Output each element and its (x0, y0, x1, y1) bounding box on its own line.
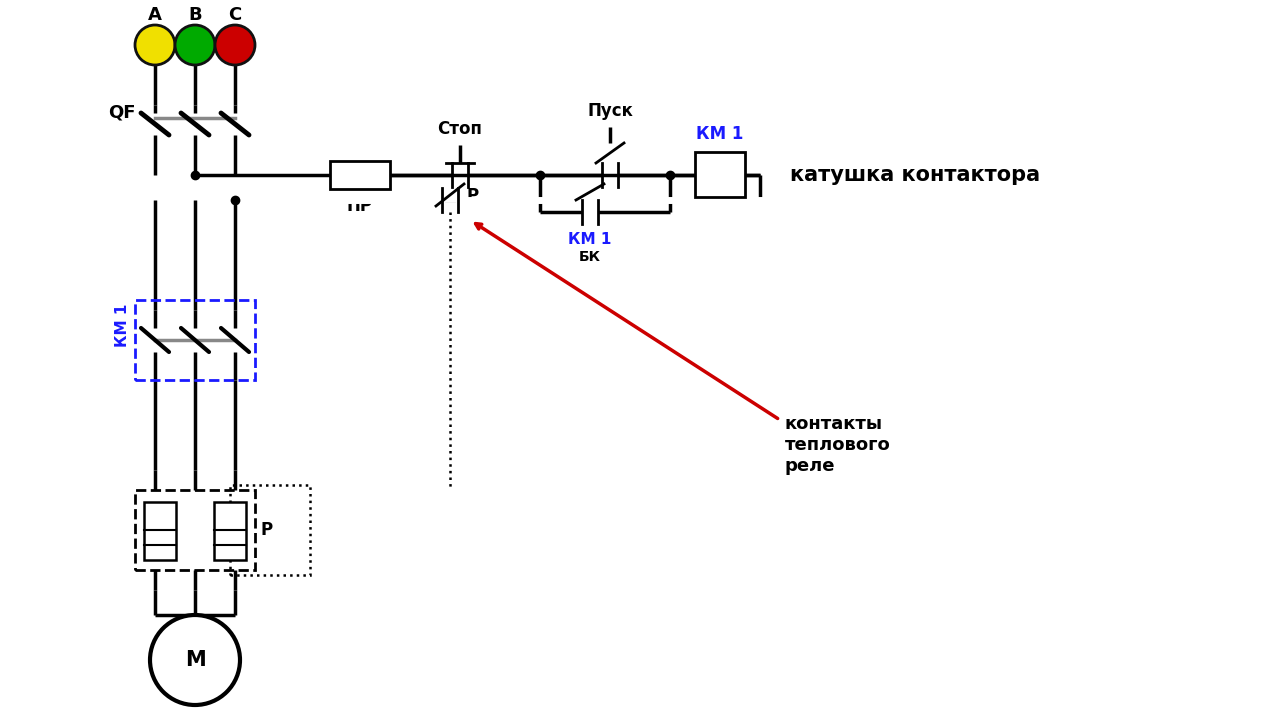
Text: Стоп: Стоп (438, 120, 483, 138)
Text: Пуск: Пуск (588, 102, 632, 120)
Text: КМ 1: КМ 1 (568, 232, 612, 247)
Bar (330, 161, 390, 189)
Text: B: B (188, 6, 202, 24)
Circle shape (215, 25, 255, 65)
Bar (134, 300, 255, 380)
Bar (695, 152, 745, 197)
Text: Р: Р (260, 521, 273, 539)
Bar (214, 502, 246, 560)
Text: Р: Р (466, 187, 479, 205)
Circle shape (134, 25, 175, 65)
Text: М: М (184, 650, 205, 670)
Text: A: A (148, 6, 163, 24)
Text: КМ 1: КМ 1 (115, 303, 131, 347)
Bar (134, 490, 255, 570)
Text: контакты
теплового
реле: контакты теплового реле (785, 415, 891, 474)
Text: КМ 1: КМ 1 (696, 125, 744, 143)
Text: QF: QF (108, 103, 136, 121)
Text: БК: БК (579, 250, 602, 264)
Bar (230, 485, 310, 575)
Text: C: C (228, 6, 242, 24)
Text: ПР: ПР (347, 197, 372, 215)
Circle shape (150, 615, 241, 705)
Text: катушка контактора: катушка контактора (790, 165, 1041, 185)
Bar (145, 502, 177, 560)
Circle shape (175, 25, 215, 65)
